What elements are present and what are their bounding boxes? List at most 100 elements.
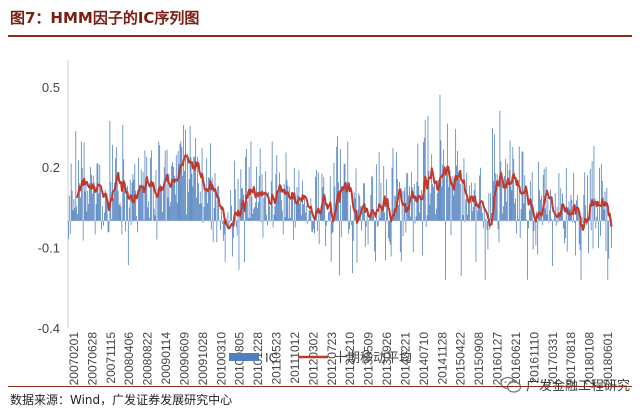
ic-bar — [581, 216, 583, 221]
ic-bar — [356, 220, 358, 263]
ic-bar — [238, 220, 240, 270]
x-tick-label: 20111012 — [288, 332, 302, 384]
ic-bar — [478, 207, 480, 221]
x-tick-label: 20090114 — [159, 332, 173, 385]
ic-bar — [434, 214, 436, 221]
ic-bar — [229, 220, 231, 223]
ic-bar — [266, 214, 268, 221]
ic-bar — [267, 220, 268, 226]
ic-bar — [426, 215, 428, 221]
ic-bar — [291, 191, 292, 221]
ic-bar — [350, 205, 351, 221]
x-tick-label: 20090609 — [178, 332, 192, 385]
ic-bar — [365, 220, 367, 227]
ic-bar — [405, 220, 407, 233]
ic-bar — [274, 206, 276, 221]
ic-bar — [254, 207, 256, 221]
ic-bar — [508, 170, 510, 221]
ic-bar — [327, 220, 328, 222]
ic-bar — [132, 174, 134, 221]
ic-bar — [401, 191, 403, 221]
ic-bar — [77, 214, 78, 221]
ic-bar — [228, 220, 230, 229]
y-tick-label: -0.1 — [38, 241, 60, 256]
ic-bar — [358, 193, 360, 221]
ic-bar — [521, 151, 523, 221]
ic-bar — [415, 216, 417, 221]
x-tick-label: 20070201 — [67, 332, 81, 385]
ic-bar — [556, 207, 558, 221]
ic-bar — [164, 150, 166, 221]
ic-bar — [295, 203, 297, 221]
ic-bar — [139, 189, 141, 221]
ic-bar — [177, 151, 179, 221]
ic-bar — [198, 203, 200, 221]
ic-bar — [257, 208, 258, 221]
legend: IC 十期移动平均 — [229, 350, 412, 366]
ic-bar — [505, 201, 507, 221]
ic-bar — [465, 199, 467, 221]
ic-bar — [205, 190, 207, 221]
ic-bar — [493, 134, 495, 221]
ic-bar — [273, 214, 275, 221]
ic-bar — [434, 180, 435, 221]
ic-bar — [252, 213, 254, 221]
ic-bar — [577, 211, 579, 221]
ic-bar — [120, 206, 122, 221]
ic-bar — [403, 191, 405, 221]
ic-bar — [167, 197, 169, 221]
ic-bar — [147, 207, 149, 221]
ic-bar — [546, 214, 548, 221]
ic-bar — [346, 182, 348, 221]
ic-bar — [497, 220, 499, 230]
ic-bar — [317, 172, 319, 221]
ic-bar — [441, 186, 443, 221]
ic-bar — [300, 200, 302, 221]
ic-bar — [187, 192, 189, 221]
ic-bar — [75, 131, 77, 221]
ic-bar — [454, 181, 456, 221]
ic-bar — [236, 220, 238, 236]
ic-bar — [393, 216, 395, 221]
ic-bar — [157, 194, 159, 221]
ic-bar — [363, 183, 364, 221]
x-tick-label: 20180108 — [583, 332, 597, 385]
ic-bar — [88, 203, 90, 221]
ic-bar — [315, 176, 316, 221]
ic-bar — [149, 217, 150, 221]
ic-bar — [400, 220, 402, 262]
ic-bar — [560, 188, 562, 221]
x-tick-label: 20160127 — [491, 332, 505, 385]
ic-bar — [171, 165, 173, 221]
ic-bar — [245, 148, 247, 221]
ic-bar — [312, 220, 314, 233]
ic-bar — [92, 176, 94, 221]
ic-bar — [527, 220, 528, 280]
ic-bar — [284, 217, 286, 221]
ic-bar — [285, 152, 287, 221]
ic-bar — [325, 220, 327, 246]
ic-bar — [429, 204, 431, 221]
ic-bar — [526, 219, 528, 221]
y-axis: -0.4 -0.1 0.2 0.5 — [38, 60, 69, 336]
ic-bar — [202, 220, 204, 223]
ic-bar — [184, 170, 185, 221]
ic-bar — [368, 219, 370, 221]
ic-bar — [382, 211, 384, 221]
x-tick-label: 20140221 — [398, 332, 412, 385]
ic-bar — [103, 220, 104, 226]
x-tick-label: 20170331 — [546, 332, 560, 385]
ic-bar — [174, 194, 176, 221]
ic-bar — [318, 220, 320, 245]
ic-bar — [464, 220, 466, 222]
ic-bar — [173, 166, 174, 221]
ic-bar — [305, 205, 307, 221]
ic-bar — [572, 220, 574, 223]
ic-bar — [91, 174, 92, 221]
ic-bar — [333, 162, 335, 221]
ic-bar — [598, 220, 599, 249]
y-tick-label: 0.5 — [42, 80, 60, 95]
ic-bar — [137, 220, 138, 233]
ic-bar — [294, 220, 296, 228]
ic-bar — [263, 198, 265, 221]
